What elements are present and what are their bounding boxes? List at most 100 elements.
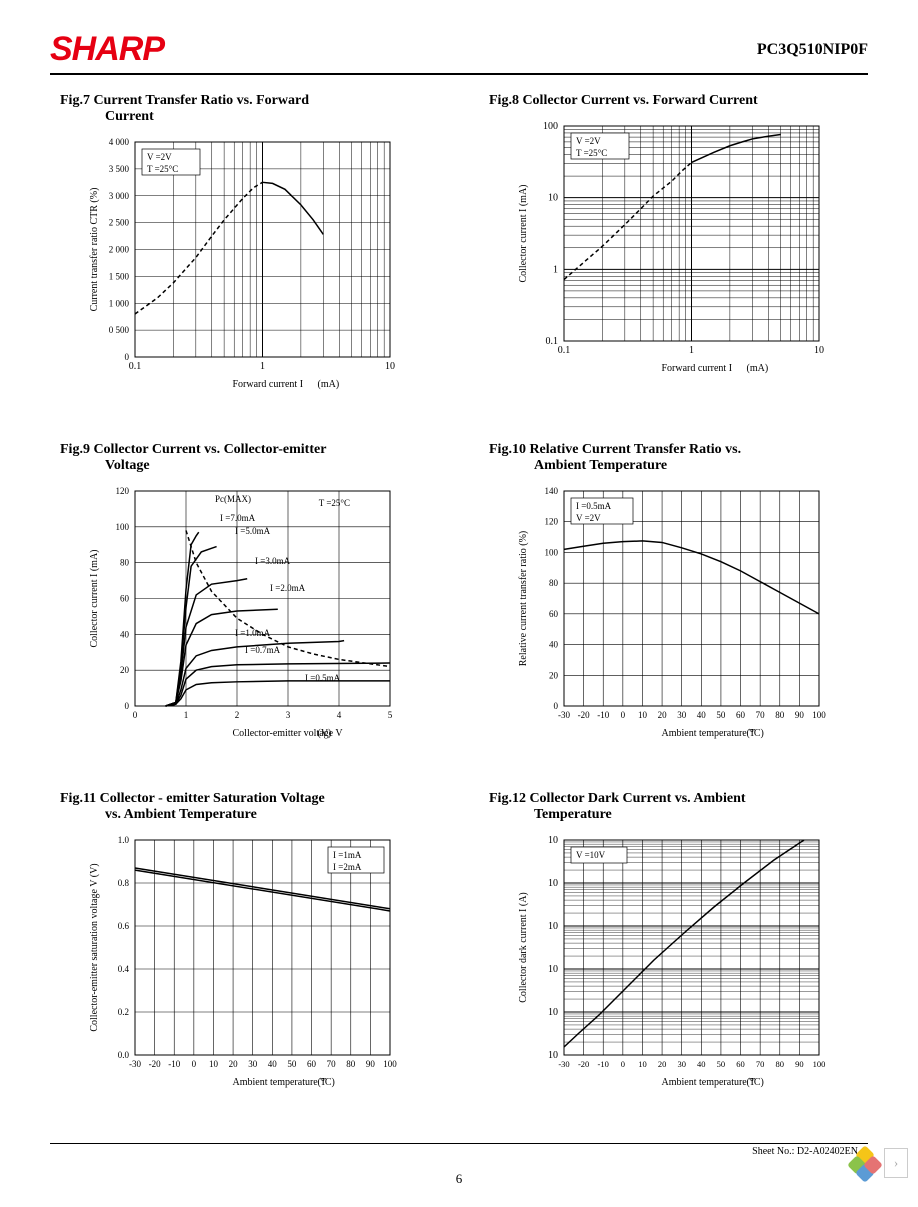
chart-fig11: Fig.11 Collector - emitter Saturation Vo… [50, 791, 439, 1125]
svg-text:I =3.0mA: I =3.0mA [255, 556, 291, 566]
svg-text:30: 30 [677, 710, 687, 720]
svg-text:3 500: 3 500 [109, 164, 130, 174]
svg-text:-10: -10 [597, 710, 609, 720]
svg-text:Collector dark current I: Collector dark current I (A) [518, 892, 529, 1003]
chart-fig9: Fig.9 Collector Current vs. Collector-em… [50, 442, 439, 776]
svg-text:90: 90 [795, 710, 805, 720]
chart-svg: 012345020406080100120Collector-emitter v… [80, 476, 420, 776]
svg-text:0: 0 [621, 1059, 625, 1069]
svg-text:1: 1 [260, 361, 265, 372]
svg-text:80: 80 [776, 1059, 785, 1069]
svg-text:0.2: 0.2 [118, 1007, 129, 1017]
svg-text:Relative current transfer rati: Relative current transfer ratio (%) [518, 531, 529, 667]
svg-text:Forward current I: Forward current I [662, 363, 733, 374]
svg-text:140: 140 [545, 486, 559, 496]
svg-text:2: 2 [235, 710, 240, 720]
svg-text:1 000: 1 000 [109, 298, 130, 308]
svg-text:0.1: 0.1 [558, 345, 571, 356]
svg-text:-30: -30 [558, 1059, 569, 1069]
svg-text:0 500: 0 500 [109, 325, 130, 335]
charts-grid: Fig.7 Current Transfer Ratio vs. Forward… [50, 93, 868, 1125]
svg-text:(mA): (mA) [747, 363, 769, 374]
chart-title: Fig.11 Collector - emitter Saturation Vo… [50, 791, 439, 823]
header: SHARP PC3Q510NIP0F [50, 30, 868, 75]
chart-svg: -30-20-1001020304050607080901000.00.20.4… [80, 825, 420, 1125]
svg-text:90: 90 [366, 1059, 376, 1069]
svg-text:0: 0 [554, 701, 559, 711]
svg-text:(V): (V) [318, 728, 332, 739]
svg-text:10: 10 [548, 964, 558, 975]
chart-fig8: Fig.8 Collector Current vs. Forward Curr… [479, 93, 868, 427]
svg-text:0: 0 [192, 1059, 197, 1069]
svg-text:10: 10 [638, 1059, 647, 1069]
chart-title: Fig.12 Collector Dark Current vs. Ambien… [479, 791, 868, 823]
svg-text:1: 1 [689, 345, 694, 356]
svg-text:V =2V: V =2V [147, 152, 172, 162]
svg-text:80: 80 [120, 558, 130, 568]
svg-text:T =25°C: T =25°C [576, 148, 607, 158]
svg-text:60: 60 [307, 1059, 317, 1069]
chart-fig12: Fig.12 Collector Dark Current vs. Ambien… [479, 791, 868, 1125]
svg-text:50: 50 [287, 1059, 297, 1069]
svg-text:0: 0 [125, 701, 130, 711]
svg-text:-20: -20 [149, 1059, 161, 1069]
svg-text:I =0.7mA: I =0.7mA [245, 645, 281, 655]
svg-text:50: 50 [717, 1059, 726, 1069]
svg-text:Current transfer ratio CTR (%): Current transfer ratio CTR (%) [89, 188, 100, 312]
sheet-number: Sheet No.: D2-A02402EN [50, 1146, 868, 1157]
svg-text:0.1: 0.1 [129, 361, 142, 372]
svg-text:20: 20 [658, 710, 668, 720]
svg-text:-10: -10 [168, 1059, 180, 1069]
chart-svg: 0.11100.1110100Forward current I(mA)Coll… [509, 111, 849, 411]
svg-text:(°C): (°C) [318, 1077, 335, 1088]
svg-text:120: 120 [116, 486, 130, 496]
svg-text:10: 10 [548, 921, 558, 932]
svg-text:10: 10 [638, 710, 648, 720]
svg-text:I =0.5mA: I =0.5mA [576, 501, 612, 511]
svg-text:80: 80 [549, 578, 559, 588]
svg-text:100: 100 [545, 547, 559, 557]
svg-text:V =2V: V =2V [576, 136, 601, 146]
next-arrow[interactable]: › [884, 1148, 908, 1178]
chart-title: Fig.8 Collector Current vs. Forward Curr… [479, 93, 868, 109]
chart-fig7: Fig.7 Current Transfer Ratio vs. Forward… [50, 93, 439, 427]
svg-text:I =2mA: I =2mA [333, 862, 362, 872]
svg-text:3 000: 3 000 [109, 191, 130, 201]
svg-text:70: 70 [756, 1059, 765, 1069]
svg-text:I =5.0mA: I =5.0mA [235, 526, 271, 536]
svg-text:60: 60 [120, 594, 130, 604]
svg-text:(mA): (mA) [318, 379, 340, 390]
svg-text:I =1mA: I =1mA [333, 850, 362, 860]
svg-text:Collector current I (m: Collector current I (mA) [518, 184, 529, 282]
svg-text:70: 70 [756, 710, 766, 720]
svg-text:10: 10 [548, 835, 558, 846]
chart-svg: 0.111000 5001 0001 5002 0002 5003 0003 5… [80, 127, 420, 427]
chart-title: Fig.7 Current Transfer Ratio vs. Forward… [50, 93, 439, 125]
svg-text:80: 80 [346, 1059, 356, 1069]
svg-text:Collector current I (m: Collector current I (mA) [89, 549, 100, 647]
svg-text:60: 60 [736, 710, 746, 720]
svg-text:10: 10 [548, 1007, 558, 1018]
svg-text:(°C): (°C) [747, 1077, 764, 1088]
svg-text:10: 10 [548, 193, 558, 204]
svg-text:20: 20 [658, 1059, 667, 1069]
svg-text:0.1: 0.1 [546, 336, 559, 347]
svg-text:20: 20 [229, 1059, 239, 1069]
svg-text:10: 10 [548, 878, 558, 889]
svg-text:30: 30 [677, 1059, 686, 1069]
svg-text:-20: -20 [578, 710, 590, 720]
svg-text:-30: -30 [129, 1059, 141, 1069]
svg-text:1: 1 [553, 264, 558, 275]
svg-text:5: 5 [388, 710, 393, 720]
svg-text:60: 60 [549, 609, 559, 619]
page-number: 6 [50, 1171, 868, 1187]
svg-text:20: 20 [549, 670, 559, 680]
svg-text:1 500: 1 500 [109, 271, 130, 281]
svg-text:100: 100 [383, 1059, 397, 1069]
svg-text:10: 10 [548, 1050, 558, 1061]
svg-text:Ambient temperature T: Ambient temperature T [233, 1077, 327, 1088]
svg-text:100: 100 [812, 710, 826, 720]
svg-text:-20: -20 [578, 1059, 589, 1069]
svg-text:30: 30 [248, 1059, 258, 1069]
svg-text:2 000: 2 000 [109, 245, 130, 255]
